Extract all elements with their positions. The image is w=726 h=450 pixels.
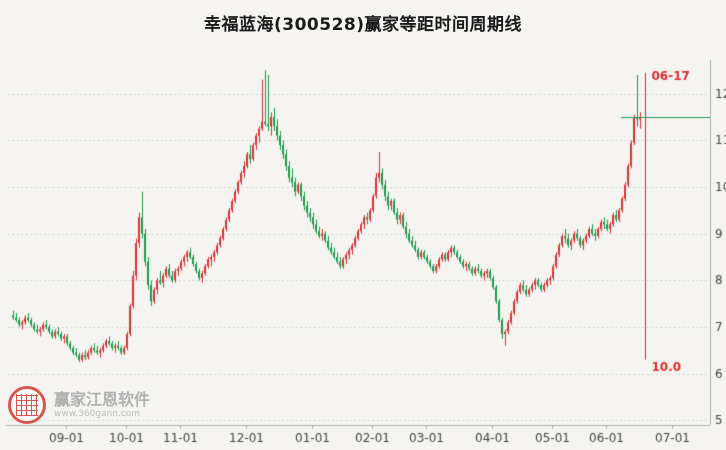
brand-name: 赢家江恩软件 bbox=[54, 389, 151, 409]
gann-logo-icon bbox=[8, 386, 46, 424]
brand-watermark: 赢家江恩软件 www.360gann.com bbox=[8, 386, 150, 424]
brand-text-block: 赢家江恩软件 www.360gann.com bbox=[54, 389, 151, 420]
chart-title: 幸福蓝海(300528)赢家等距时间周期线 bbox=[203, 15, 522, 35]
gann-square-pattern bbox=[16, 394, 38, 416]
brand-url: www.360gann.com bbox=[54, 408, 141, 419]
